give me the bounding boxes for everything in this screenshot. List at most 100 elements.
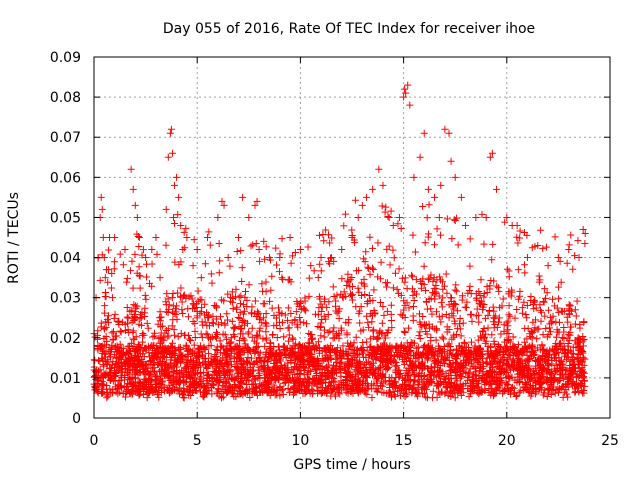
- roti-point: [140, 365, 148, 373]
- roti-point: [171, 386, 179, 394]
- roti-point: [386, 357, 394, 365]
- roti-peak-point: [189, 262, 197, 270]
- roti-point: [565, 241, 573, 249]
- roti-point: [317, 384, 325, 392]
- roti-point: [281, 370, 289, 378]
- roti-point: [383, 329, 391, 337]
- roti-point: [433, 325, 441, 333]
- roti-point: [468, 376, 476, 384]
- roti-point: [155, 334, 163, 342]
- roti-point: [484, 342, 492, 350]
- roti-point: [474, 336, 482, 344]
- roti-point: [143, 273, 151, 281]
- roti-point: [278, 235, 286, 243]
- roti-point: [495, 364, 503, 372]
- roti-point: [253, 391, 261, 399]
- roti-point: [496, 348, 504, 356]
- roti-point: [556, 257, 564, 265]
- roti-point: [365, 369, 373, 377]
- roti-point: [400, 306, 408, 314]
- roti-point: [554, 328, 562, 336]
- roti-point: [304, 349, 312, 357]
- roti-point: [479, 373, 487, 381]
- roti-point: [285, 324, 293, 332]
- roti-point: [205, 314, 213, 322]
- roti-point: [419, 358, 427, 366]
- roti-peak-point: [97, 193, 105, 201]
- roti-point: [524, 325, 532, 333]
- roti-point: [245, 385, 253, 393]
- roti-point: [487, 276, 495, 284]
- roti-point: [196, 296, 204, 304]
- roti-point: [251, 297, 259, 305]
- roti-point: [258, 280, 266, 288]
- roti-point: [575, 335, 583, 343]
- roti-point: [235, 354, 243, 362]
- roti-point: [112, 354, 120, 362]
- roti-point: [520, 298, 528, 306]
- roti-point: [224, 361, 232, 369]
- roti-point: [394, 352, 402, 360]
- roti-peak-point: [101, 274, 109, 282]
- roti-point: [196, 388, 204, 396]
- roti-point: [116, 388, 124, 396]
- roti-peak-point: [400, 93, 408, 101]
- roti-point: [505, 336, 513, 344]
- roti-point: [344, 352, 352, 360]
- roti-point: [393, 285, 401, 293]
- roti-point: [189, 300, 197, 308]
- roti-point: [270, 342, 278, 350]
- roti-point: [220, 297, 228, 305]
- roti-point: [433, 382, 441, 390]
- roti-point: [344, 319, 352, 327]
- roti-point: [290, 383, 298, 391]
- roti-point: [216, 337, 224, 345]
- roti-point: [206, 241, 214, 249]
- roti-point: [212, 345, 220, 353]
- roti-point: [557, 278, 565, 286]
- roti-point: [401, 313, 409, 321]
- roti-point: [262, 322, 270, 330]
- roti-point: [353, 367, 361, 375]
- roti-point: [489, 303, 497, 311]
- roti-point: [437, 298, 445, 306]
- roti-peak-point: [109, 294, 117, 302]
- roti-point: [523, 231, 531, 239]
- roti-point: [506, 312, 514, 320]
- roti-point: [234, 342, 242, 350]
- roti-point: [460, 364, 468, 372]
- roti-point: [513, 306, 521, 314]
- roti-point: [237, 292, 245, 300]
- roti-point: [419, 383, 427, 391]
- roti-point: [211, 369, 219, 377]
- roti-point: [123, 360, 131, 368]
- roti-point: [370, 370, 378, 378]
- roti-point: [516, 387, 524, 395]
- roti-point: [200, 384, 208, 392]
- roti-peak-point: [579, 225, 587, 233]
- roti-point: [197, 308, 205, 316]
- roti-point: [111, 372, 119, 380]
- roti-point: [434, 381, 442, 389]
- roti-point: [543, 392, 551, 400]
- roti-point: [514, 348, 522, 356]
- roti-point: [463, 298, 471, 306]
- roti-point: [243, 296, 251, 304]
- roti-peak-point: [183, 234, 191, 241]
- roti-peak-point: [492, 185, 500, 193]
- roti-point: [580, 361, 588, 369]
- roti-point: [99, 347, 107, 355]
- roti-point: [202, 363, 210, 371]
- roti-point: [511, 314, 519, 322]
- roti-peak-point: [544, 262, 552, 270]
- roti-point: [267, 368, 275, 376]
- roti-point: [497, 368, 505, 376]
- roti-point: [326, 260, 334, 268]
- roti-point: [272, 244, 280, 252]
- roti-point: [433, 276, 441, 284]
- roti-point: [479, 359, 487, 367]
- roti-point: [454, 241, 462, 249]
- roti-point: [535, 272, 543, 280]
- roti-point: [369, 297, 377, 305]
- roti-point: [221, 331, 229, 339]
